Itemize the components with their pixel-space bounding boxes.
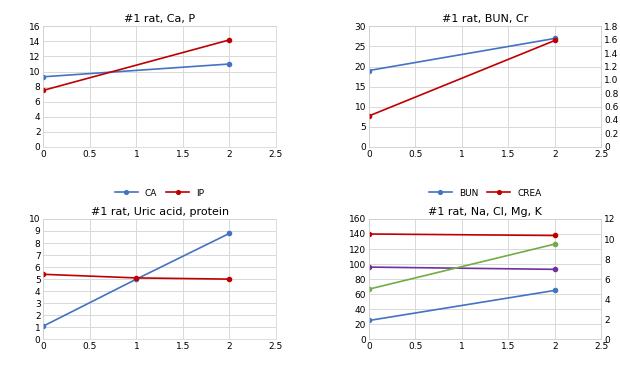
Title: #1 rat, Uric acid, protein: #1 rat, Uric acid, protein xyxy=(91,207,229,217)
MG xyxy=(551,288,559,293)
Line: Cl: Cl xyxy=(367,265,557,271)
Legend: BUN, CREA: BUN, CREA xyxy=(425,185,545,201)
K xyxy=(365,287,373,291)
Line: MG: MG xyxy=(367,288,557,323)
Title: #1 rat, Ca, P: #1 rat, Ca, P xyxy=(124,14,195,24)
K xyxy=(551,242,559,246)
Line: TP: TP xyxy=(42,272,231,281)
UA xyxy=(133,277,140,281)
CREA xyxy=(551,38,559,43)
BUN xyxy=(365,68,373,73)
IP xyxy=(226,38,233,42)
BUN xyxy=(551,36,559,41)
Line: BUN: BUN xyxy=(367,36,557,73)
Line: CA: CA xyxy=(42,62,231,79)
CA xyxy=(40,75,47,79)
Title: #1 rat, BUN, Cr: #1 rat, BUN, Cr xyxy=(442,14,528,24)
MG xyxy=(365,318,373,323)
Na xyxy=(365,232,373,236)
Line: IP: IP xyxy=(42,38,231,92)
Line: K: K xyxy=(367,242,557,291)
Line: CREA: CREA xyxy=(367,38,557,118)
Na xyxy=(551,233,559,238)
Cl xyxy=(365,265,373,269)
TP xyxy=(133,276,140,280)
Title: #1 rat, Na, Cl, Mg, K: #1 rat, Na, Cl, Mg, K xyxy=(428,207,542,217)
UA xyxy=(40,324,47,328)
Line: UA: UA xyxy=(42,231,231,328)
Line: Na: Na xyxy=(367,232,557,238)
UA xyxy=(226,231,233,236)
Cl xyxy=(551,267,559,271)
TP xyxy=(40,272,47,277)
CREA xyxy=(365,114,373,118)
TP xyxy=(226,277,233,281)
Legend: CA, IP: CA, IP xyxy=(112,185,208,201)
IP xyxy=(40,88,47,93)
CA xyxy=(226,62,233,66)
